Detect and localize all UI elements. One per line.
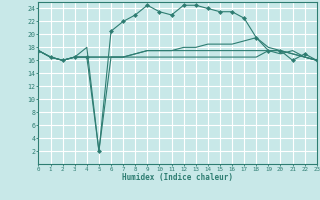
X-axis label: Humidex (Indice chaleur): Humidex (Indice chaleur) — [122, 173, 233, 182]
